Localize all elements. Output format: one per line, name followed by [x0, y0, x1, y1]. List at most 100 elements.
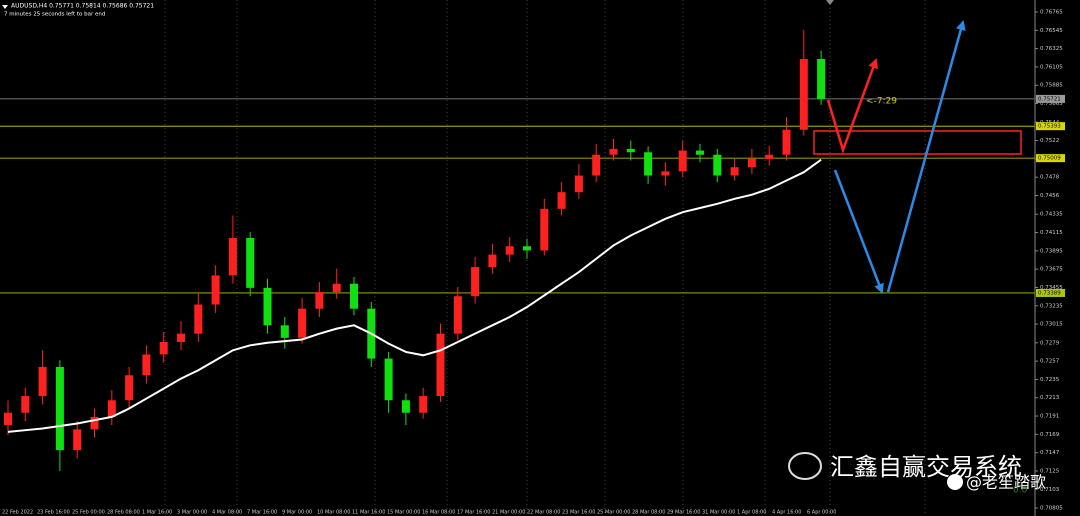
y-tick-label: 0.76765: [1040, 10, 1063, 16]
candle-body: [332, 283, 341, 293]
candle-body: [125, 375, 134, 401]
level-label: 0.75393: [1038, 124, 1061, 130]
x-tick-label: 21 Mar 00:00: [492, 510, 525, 516]
watermark-handle: @老笙踏歌: [966, 473, 1046, 492]
timer-annotation: <-7:29: [866, 97, 897, 107]
candle-body: [315, 292, 324, 309]
candle-body: [557, 192, 566, 209]
y-tick-label: 0.7213: [1040, 395, 1060, 401]
candle-body: [644, 152, 653, 176]
moving-average: [7, 158, 822, 433]
candle-body: [592, 154, 601, 176]
candle-body: [696, 150, 704, 155]
y-tick-label: 0.76325: [1040, 46, 1063, 52]
y-tick-label: 0.7235: [1040, 377, 1060, 383]
candle-body: [211, 275, 220, 305]
x-tick-label: 7 Mar 16:00: [247, 510, 277, 516]
blue-arrow-up: [886, 20, 966, 293]
blue-arrow-down: [833, 169, 884, 294]
zone-box: [813, 130, 1022, 155]
candle-body: [280, 325, 289, 338]
x-tick-label: 28 Feb 08:00: [107, 510, 140, 516]
x-tick-label: 1 Apr 08:00: [737, 510, 766, 516]
handle-icon: [947, 474, 963, 490]
x-tick-label: 31 Mar 00:00: [702, 510, 735, 516]
x-tick-label: 16 Mar 08:00: [422, 510, 455, 516]
watermark-text: 汇鑫自赢交易系统: [830, 453, 1022, 481]
y-tick-label: 0.73895: [1040, 248, 1063, 254]
candle-body: [228, 237, 237, 276]
y-tick-label: 0.7147: [1040, 450, 1060, 456]
x-tick-label: 10 Mar 08:00: [317, 510, 350, 516]
y-tick-label: 0.74335: [1040, 212, 1063, 218]
candle-body: [246, 237, 255, 288]
level-tag: [1036, 94, 1065, 103]
candle-body: [55, 366, 64, 451]
candle-body: [107, 400, 116, 417]
y-tick-label: 0.7279: [1040, 340, 1060, 346]
x-tick-label: 11 Mar 16:00: [352, 510, 385, 516]
candle-body: [678, 150, 687, 172]
y-tick-label: 0.73675: [1040, 267, 1063, 273]
y-tick-label: 0.7103: [1040, 487, 1060, 493]
badge: 0.0: [1013, 486, 1028, 496]
candle-body: [384, 358, 393, 401]
candle-body: [471, 267, 480, 297]
candle-body: [194, 304, 203, 334]
candle-body: [713, 154, 722, 176]
candle-body: [73, 429, 82, 451]
candle-body: [453, 296, 462, 334]
x-tick-label: 17 Mar 16:00: [457, 510, 490, 516]
x-tick-label: 23 Feb 16:00: [37, 510, 70, 516]
y-tick-label: 0.7456: [1040, 193, 1060, 199]
y-tick-label: 0.7169: [1040, 432, 1060, 438]
candle-body: [799, 59, 808, 130]
candle-body: [419, 396, 428, 413]
x-tick-label: 3 Mar 00:00: [177, 510, 207, 516]
y-tick-label: 0.7191: [1040, 414, 1059, 420]
y-tick-label: 0.7522: [1040, 138, 1059, 144]
y-tick-label: 0.75885: [1040, 83, 1063, 89]
level-label: 0.75009: [1038, 156, 1061, 162]
candle-body: [626, 148, 635, 153]
y-tick-label: 0.73235: [1040, 303, 1063, 309]
y-tick-label: 0.70805: [1040, 506, 1063, 512]
level-label: 0.75721: [1038, 96, 1061, 102]
candle-body: [38, 366, 47, 397]
y-tick-label: 0.7478: [1040, 175, 1060, 181]
x-tick-label: 29 Mar 16:00: [667, 510, 700, 516]
level-tag: [1036, 122, 1065, 131]
shift-marker: [826, 0, 834, 5]
y-tick-label: 0.76105: [1040, 64, 1063, 70]
y-tick-label: 0.76545: [1040, 28, 1063, 34]
candle-body: [350, 283, 358, 309]
candle-body: [574, 175, 583, 193]
candle-body: [263, 287, 272, 326]
candle-body: [523, 246, 531, 251]
candle-body: [661, 171, 670, 176]
x-tick-label: 22 Mar 08:00: [527, 510, 560, 516]
y-tick-label: 0.74115: [1040, 230, 1063, 236]
candle-body: [747, 158, 756, 168]
symbol-header: AUDUSD,H4 0.75771 0.75814 0.75686 0.7572…: [11, 3, 154, 10]
candle-body: [540, 208, 549, 251]
x-tick-label: 23 Mar 16:00: [562, 510, 595, 516]
x-tick-label: 6 Apr 00:00: [807, 510, 836, 516]
x-tick-label: 15 Mar 00:00: [387, 510, 420, 516]
red-arrow: [826, 58, 878, 154]
level-label: 0.73389: [1038, 290, 1061, 296]
level-tag: [1036, 154, 1065, 163]
candle-body: [401, 400, 410, 413]
x-tick-label: 1 Mar 16:00: [142, 510, 172, 516]
candle-body: [817, 59, 826, 99]
candle-body: [298, 308, 307, 338]
plot: 0.76765 0.76545 0.76325 0.76105 0.75885 0.756…: [0, 10, 1065, 516]
bar-timer: 7 minutes 25 seconds left to bar end: [4, 12, 105, 18]
x-tick-label: 25 Mar 00:00: [597, 510, 630, 516]
x-tick-label: 4 Mar 08:00: [212, 510, 242, 516]
candle-body: [765, 154, 774, 159]
x-tick-label: 4 Apr 16:00: [772, 510, 801, 516]
